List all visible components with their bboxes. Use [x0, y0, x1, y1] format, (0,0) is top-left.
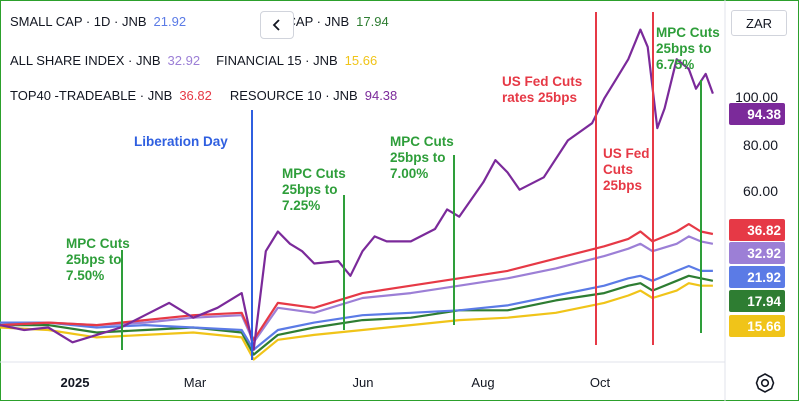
- legend-value-all-share: 32.92: [167, 52, 201, 68]
- last-value-tag-mid-cap: [729, 290, 785, 312]
- annotation-4-text-line-2: 25bps to: [390, 150, 446, 165]
- series-line-all-share-index: [0, 235, 714, 344]
- last-value-label-top40-tradeable: 36.82: [747, 223, 781, 238]
- legend-label-all-share: ALL SHARE INDEX · JNB: [10, 52, 161, 68]
- annotation-1-text-line-3: 7.50%: [66, 268, 104, 283]
- currency-label: ZAR: [746, 15, 772, 31]
- last-value-tag-top40-tradeable: [729, 219, 785, 241]
- last-value-tag-resource-10: [729, 103, 785, 125]
- legend-value-mid-cap: 17.94: [356, 13, 389, 29]
- series-line-mid-cap: [0, 274, 714, 356]
- chevron-left-icon: [272, 19, 280, 31]
- last-value-tag-financial-15: [729, 315, 785, 337]
- last-value-tag-all-share-index: [729, 242, 785, 264]
- y-tick-label: 60.00: [743, 183, 778, 199]
- annotation-5-text-line-1: US Fed Cuts: [502, 74, 582, 89]
- series-line-resource-10: [0, 28, 714, 351]
- last-value-tag-small-cap: [729, 266, 785, 288]
- legend-item-financial-15[interactable]: FINANCIAL 15 · JNB 15.66: [216, 53, 377, 68]
- legend-label-resource-10: RESOURCE 10 · JNB: [229, 87, 358, 103]
- annotation-7-text-line-1: MPC Cuts: [656, 25, 720, 40]
- legend-item-top40[interactable]: TOP40 -TRADEABLE · JNB 36.82: [10, 88, 212, 103]
- legend-value-small-cap: 21.92: [153, 13, 187, 29]
- series-line-top40-tradeable: [0, 223, 714, 341]
- chart-settings-button[interactable]: [754, 372, 776, 394]
- x-tick-label: Mar: [184, 375, 207, 390]
- annotation-1-text-line-2: 25bps to: [66, 252, 122, 267]
- series-line-financial-15: [0, 282, 713, 361]
- last-value-label-resource-10: 94.38: [747, 107, 781, 122]
- annotation-7-text-line-3: 6.75%: [656, 57, 694, 72]
- x-tick-label: 2025: [61, 375, 90, 390]
- y-tick-label: 80.00: [743, 137, 778, 153]
- annotation-2-text-line-1: Liberation Day: [134, 134, 228, 149]
- legend-item-resource-10[interactable]: RESOURCE 10 · JNB 94.38: [230, 88, 397, 103]
- legend-row-3: TOP40 -TRADEABLE · JNB 36.82 RESOURCE 10…: [10, 84, 397, 106]
- legend-row-2: ALL SHARE INDEX · JNB 32.92 FINANCIAL 15…: [10, 49, 377, 71]
- legend-label-financial-15: FINANCIAL 15 · JNB: [216, 52, 338, 68]
- legend-value-financial-15: 15.66: [344, 52, 378, 68]
- annotation-1-text-line-1: MPC Cuts: [66, 236, 130, 251]
- annotation-5-text-line-2: rates 25bps: [502, 90, 577, 105]
- legend-value-resource-10: 94.38: [364, 87, 398, 103]
- x-tick-label: Oct: [590, 375, 611, 390]
- legend-item-all-share[interactable]: ALL SHARE INDEX · JNB 32.92: [10, 53, 200, 68]
- annotation-4-text-line-1: MPC Cuts: [390, 134, 454, 149]
- last-value-label-financial-15: 15.66: [747, 319, 781, 334]
- legend-row-1: SMALL CAP · 1D · JNB 21.92 MID CAP · JNB…: [10, 10, 389, 32]
- last-value-label-all-share-index: 32.92: [747, 246, 781, 261]
- annotation-3-text-line-1: MPC Cuts: [282, 166, 346, 181]
- legend-item-small-cap[interactable]: SMALL CAP · 1D · JNB 21.92: [10, 14, 186, 29]
- x-tick-label: Jun: [353, 375, 374, 390]
- legend-value-top40: 36.82: [179, 87, 212, 103]
- series-line-small-cap: [0, 264, 713, 351]
- last-value-label-small-cap: 21.92: [747, 270, 781, 285]
- x-tick-label: Aug: [471, 375, 494, 390]
- annotation-6-text-line-3: 25bps: [603, 178, 642, 193]
- annotation-6-text-line-1: US Fed: [603, 146, 650, 161]
- annotation-3-text-line-2: 25bps to: [282, 182, 338, 197]
- legend-label-top40: TOP40 -TRADEABLE · JNB: [10, 87, 173, 103]
- annotation-7-text-line-2: 25bps to: [656, 41, 712, 56]
- legend-label-small-cap: SMALL CAP · 1D · JNB: [10, 13, 147, 29]
- last-value-label-mid-cap: 17.94: [747, 294, 781, 309]
- settings-gear-icon: [755, 373, 775, 393]
- currency-selector[interactable]: ZAR: [731, 10, 787, 36]
- collapse-legend-button[interactable]: [260, 11, 294, 39]
- y-tick-label: 100.00: [735, 89, 778, 105]
- annotation-3-text-line-3: 7.25%: [282, 198, 320, 213]
- annotation-4-text-line-3: 7.00%: [390, 166, 428, 181]
- annotation-6-text-line-2: Cuts: [603, 162, 633, 177]
